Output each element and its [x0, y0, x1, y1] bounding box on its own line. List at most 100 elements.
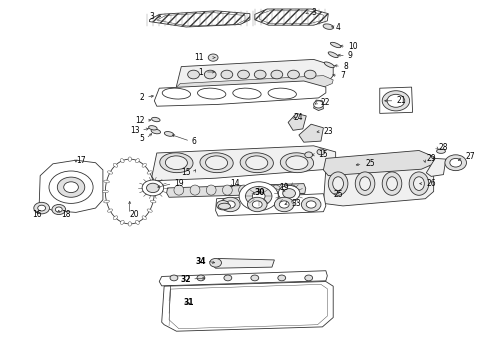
- Polygon shape: [152, 146, 336, 181]
- Circle shape: [64, 182, 78, 193]
- Circle shape: [382, 91, 410, 111]
- Ellipse shape: [271, 185, 281, 195]
- Circle shape: [445, 155, 466, 171]
- Circle shape: [314, 101, 323, 108]
- Ellipse shape: [104, 200, 109, 203]
- Text: 6: 6: [191, 137, 196, 146]
- Ellipse shape: [409, 172, 429, 195]
- Polygon shape: [159, 271, 327, 286]
- Ellipse shape: [246, 156, 268, 170]
- Circle shape: [271, 70, 283, 79]
- Ellipse shape: [151, 129, 161, 134]
- Ellipse shape: [121, 159, 124, 163]
- Text: 24: 24: [294, 112, 304, 122]
- Ellipse shape: [222, 185, 232, 195]
- Text: 12: 12: [135, 116, 145, 125]
- Text: 17: 17: [76, 156, 86, 165]
- Text: 1: 1: [198, 68, 203, 77]
- Circle shape: [251, 275, 259, 281]
- Text: 23: 23: [323, 127, 333, 136]
- Circle shape: [283, 189, 295, 198]
- Polygon shape: [323, 162, 434, 206]
- Circle shape: [38, 205, 46, 211]
- Ellipse shape: [324, 62, 334, 68]
- Circle shape: [224, 275, 232, 281]
- Circle shape: [305, 275, 313, 281]
- Text: 15: 15: [318, 150, 328, 159]
- Ellipse shape: [151, 117, 160, 122]
- Text: 14: 14: [230, 179, 240, 188]
- Ellipse shape: [104, 180, 109, 183]
- Ellipse shape: [323, 24, 334, 30]
- Polygon shape: [426, 158, 446, 176]
- Ellipse shape: [136, 159, 139, 163]
- Ellipse shape: [142, 216, 147, 220]
- Polygon shape: [149, 11, 250, 27]
- Circle shape: [387, 94, 405, 107]
- Circle shape: [247, 197, 267, 212]
- Ellipse shape: [437, 149, 445, 153]
- Text: 32: 32: [181, 275, 191, 284]
- Ellipse shape: [107, 171, 113, 174]
- Ellipse shape: [160, 153, 193, 173]
- Text: 3: 3: [149, 12, 154, 21]
- Ellipse shape: [328, 172, 348, 195]
- Polygon shape: [39, 160, 103, 212]
- Circle shape: [225, 201, 235, 208]
- Circle shape: [238, 70, 249, 79]
- Ellipse shape: [333, 177, 343, 190]
- Ellipse shape: [151, 190, 157, 193]
- Ellipse shape: [150, 180, 156, 183]
- Polygon shape: [380, 87, 413, 113]
- Text: 3: 3: [311, 8, 316, 17]
- Polygon shape: [167, 184, 306, 197]
- Text: 20: 20: [130, 210, 140, 219]
- Ellipse shape: [128, 157, 131, 161]
- Ellipse shape: [200, 153, 233, 173]
- Polygon shape: [176, 76, 333, 95]
- Text: 16: 16: [32, 210, 42, 219]
- Ellipse shape: [121, 220, 124, 224]
- Circle shape: [221, 70, 233, 79]
- Circle shape: [49, 171, 93, 203]
- Circle shape: [34, 202, 49, 214]
- Ellipse shape: [136, 220, 139, 224]
- Circle shape: [170, 275, 178, 281]
- Ellipse shape: [239, 185, 248, 195]
- Polygon shape: [323, 150, 434, 176]
- Circle shape: [306, 201, 316, 208]
- Ellipse shape: [268, 88, 296, 99]
- Ellipse shape: [287, 185, 297, 195]
- Text: 15: 15: [181, 168, 191, 177]
- Text: 22: 22: [321, 98, 330, 107]
- Polygon shape: [299, 124, 323, 142]
- Ellipse shape: [142, 163, 147, 167]
- Ellipse shape: [102, 190, 108, 193]
- Circle shape: [52, 204, 66, 215]
- Text: 18: 18: [61, 210, 71, 219]
- Text: 4: 4: [336, 23, 341, 32]
- Circle shape: [245, 186, 272, 206]
- Ellipse shape: [190, 185, 200, 195]
- Text: 25: 25: [365, 159, 375, 168]
- Circle shape: [188, 70, 199, 79]
- Text: 19: 19: [174, 179, 184, 188]
- Polygon shape: [255, 9, 328, 25]
- Polygon shape: [314, 100, 323, 111]
- Circle shape: [220, 197, 240, 212]
- Text: 5: 5: [140, 134, 145, 143]
- Ellipse shape: [286, 156, 308, 170]
- Polygon shape: [288, 113, 306, 130]
- Ellipse shape: [280, 153, 314, 173]
- Text: 26: 26: [426, 179, 436, 188]
- Circle shape: [142, 180, 164, 196]
- Text: 33: 33: [292, 199, 301, 208]
- Text: 28: 28: [439, 143, 448, 152]
- Circle shape: [278, 185, 300, 201]
- Text: 25: 25: [333, 190, 343, 199]
- Circle shape: [274, 197, 294, 212]
- Ellipse shape: [147, 171, 152, 174]
- Ellipse shape: [166, 156, 187, 170]
- Circle shape: [304, 70, 316, 79]
- Ellipse shape: [414, 177, 424, 190]
